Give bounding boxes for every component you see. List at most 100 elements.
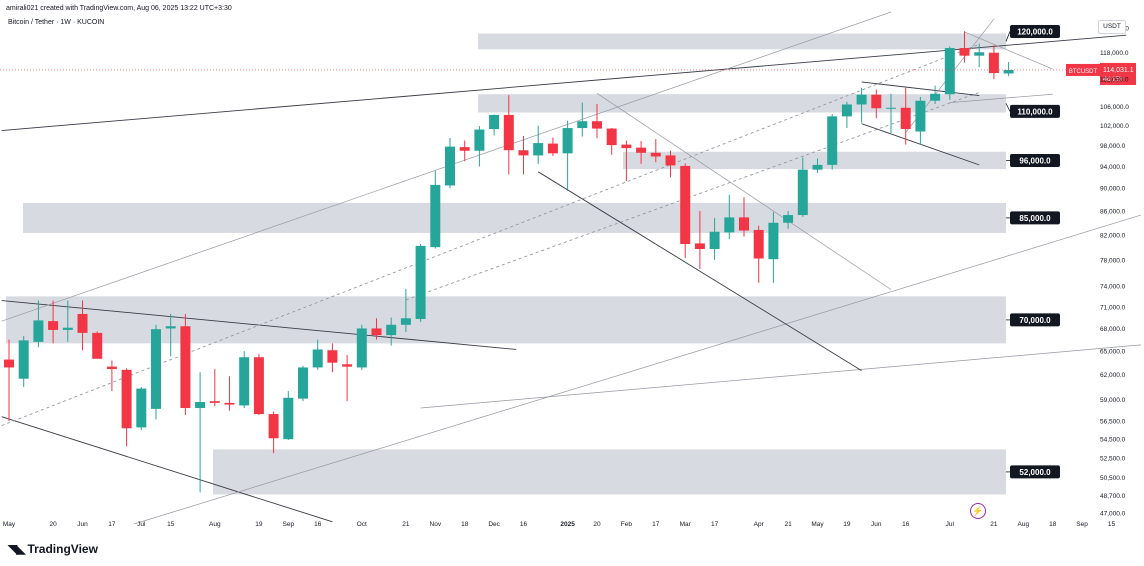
x-tick-label: 17 [652, 521, 660, 528]
candle[interactable] [445, 138, 455, 189]
candle[interactable] [636, 141, 647, 164]
trendline-5[interactable] [420, 344, 1141, 409]
candle[interactable] [606, 128, 617, 155]
candle[interactable] [239, 351, 250, 409]
candle[interactable] [312, 339, 323, 370]
candle[interactable] [503, 95, 514, 175]
candle[interactable] [665, 150, 676, 178]
trendline-2[interactable] [1, 34, 1127, 131]
x-tick-label: 16 [902, 521, 910, 528]
candle[interactable] [709, 217, 720, 260]
candle[interactable] [724, 194, 735, 240]
candle[interactable] [180, 313, 191, 415]
y-tick-label: 86,000.0 [1100, 208, 1126, 215]
candle[interactable] [739, 197, 749, 237]
zone-4[interactable] [6, 296, 1006, 344]
zone-0[interactable] [478, 33, 1006, 50]
x-tick-label: Sep [1076, 521, 1088, 528]
candle[interactable] [136, 386, 147, 431]
candle[interactable] [106, 360, 117, 392]
candle[interactable] [1003, 62, 1014, 77]
candle[interactable] [415, 244, 426, 322]
candle[interactable] [959, 31, 970, 63]
candle[interactable] [900, 87, 911, 145]
candle[interactable] [533, 125, 544, 164]
candle[interactable] [165, 313, 176, 357]
candle[interactable] [783, 210, 794, 229]
candle[interactable] [48, 300, 59, 344]
candle[interactable] [371, 318, 382, 340]
candle[interactable] [841, 101, 852, 129]
candle[interactable] [283, 391, 294, 441]
zone-5[interactable] [213, 449, 1006, 495]
candle[interactable] [650, 139, 661, 163]
candle[interactable] [327, 343, 338, 373]
candle[interactable] [930, 85, 941, 104]
candle[interactable] [92, 331, 103, 359]
trendline-1[interactable] [1, 416, 333, 523]
candle[interactable] [489, 114, 500, 136]
y-tick-label: 98,000.0 [1100, 143, 1126, 150]
candle[interactable] [62, 300, 73, 342]
candle[interactable] [974, 43, 985, 68]
candle[interactable] [518, 136, 529, 175]
candle[interactable] [944, 46, 955, 100]
trendline-8[interactable] [537, 171, 862, 372]
zone-1[interactable] [478, 94, 1006, 113]
candle[interactable] [812, 158, 823, 173]
candle[interactable] [915, 97, 926, 145]
candle[interactable] [562, 120, 573, 192]
candle[interactable] [33, 300, 44, 348]
trendline-4[interactable] [133, 214, 1142, 525]
candle[interactable] [298, 365, 308, 402]
candle[interactable] [592, 103, 602, 139]
x-tick-label: 15 [167, 521, 175, 528]
x-tick-label: 19 [843, 521, 851, 528]
trendline-10[interactable] [861, 81, 980, 97]
candle[interactable] [753, 225, 764, 283]
candle[interactable] [268, 411, 279, 454]
candle[interactable] [342, 354, 353, 402]
candle[interactable] [547, 137, 558, 156]
candle[interactable] [430, 170, 441, 249]
candle[interactable] [856, 87, 867, 123]
trendline-6[interactable] [1, 43, 980, 427]
candle[interactable] [694, 210, 705, 269]
currency-button[interactable]: USDT [1098, 20, 1126, 34]
candle[interactable] [151, 324, 161, 420]
candle[interactable] [886, 93, 896, 134]
zone-2[interactable] [623, 151, 1006, 170]
trendline-9[interactable] [596, 93, 892, 290]
trendline-14[interactable] [949, 93, 1053, 103]
candle[interactable] [253, 354, 264, 415]
candle[interactable] [209, 369, 220, 407]
svg-text:70,000.0: 70,000.0 [1019, 316, 1051, 325]
candle[interactable] [871, 89, 882, 119]
candle[interactable] [988, 45, 999, 80]
candle[interactable] [386, 317, 397, 346]
candle[interactable] [356, 324, 367, 370]
candle[interactable] [680, 163, 691, 258]
candle[interactable] [459, 140, 470, 162]
zone-label-4: 70,000.0 [1006, 313, 1060, 327]
candle[interactable] [4, 339, 14, 422]
candle[interactable] [827, 113, 838, 170]
candle[interactable] [577, 102, 588, 137]
y-tick-label: 112,000.0 [1100, 76, 1129, 83]
candle[interactable] [797, 157, 808, 217]
bar-countdown: 4d 15h [1103, 76, 1123, 83]
candle[interactable] [474, 126, 485, 167]
candle[interactable] [18, 335, 29, 387]
x-tick-label: Jun [77, 521, 88, 528]
zone-3[interactable] [23, 202, 1006, 233]
candle[interactable] [400, 288, 411, 333]
candle[interactable] [768, 212, 779, 283]
candle[interactable] [621, 140, 632, 182]
trendline-13[interactable] [964, 31, 1053, 70]
lightning-icon[interactable]: ⚡ [970, 503, 986, 519]
candle[interactable] [121, 368, 132, 447]
candle[interactable] [77, 300, 88, 351]
candle[interactable] [224, 376, 235, 411]
candle[interactable] [195, 372, 206, 493]
